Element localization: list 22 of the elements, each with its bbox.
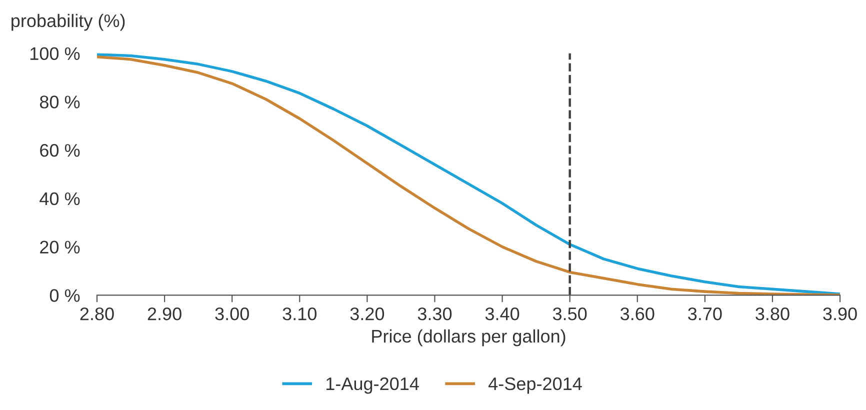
x-tick-label: 2.90	[148, 307, 182, 320]
y-tick-label: 0 %	[50, 289, 80, 302]
y-axis-title: probability (%)	[12, 14, 125, 31]
legend-label: 1-Aug-2014	[326, 377, 419, 394]
x-axis-title: Price (dollars per gallon)	[372, 329, 566, 346]
legend-label: 4-Sep-2014	[488, 377, 582, 394]
x-tick-label: 3.90	[823, 307, 857, 320]
x-tick-label: 3.30	[418, 307, 452, 320]
x-tick-label: 3.60	[620, 307, 654, 320]
y-tick-label: 80 %	[40, 96, 80, 108]
x-tick-label: 3.20	[350, 307, 384, 320]
x-tick-label: 3.50	[552, 307, 587, 320]
y-tick-label: 60 %	[40, 144, 80, 157]
y-tick-label: 40 %	[40, 192, 80, 206]
y-tick-label: 100 %	[30, 47, 80, 60]
x-tick-label: 3.80	[756, 307, 790, 320]
x-tick-label: 3.00	[215, 307, 249, 320]
x-tick-label: 2.80	[80, 307, 114, 320]
x-tick-label: 3.10	[282, 307, 316, 320]
x-tick-label: 3.70	[688, 307, 722, 320]
x-tick-label: 3.40	[485, 307, 520, 320]
y-tick-label: 20 %	[40, 240, 80, 254]
